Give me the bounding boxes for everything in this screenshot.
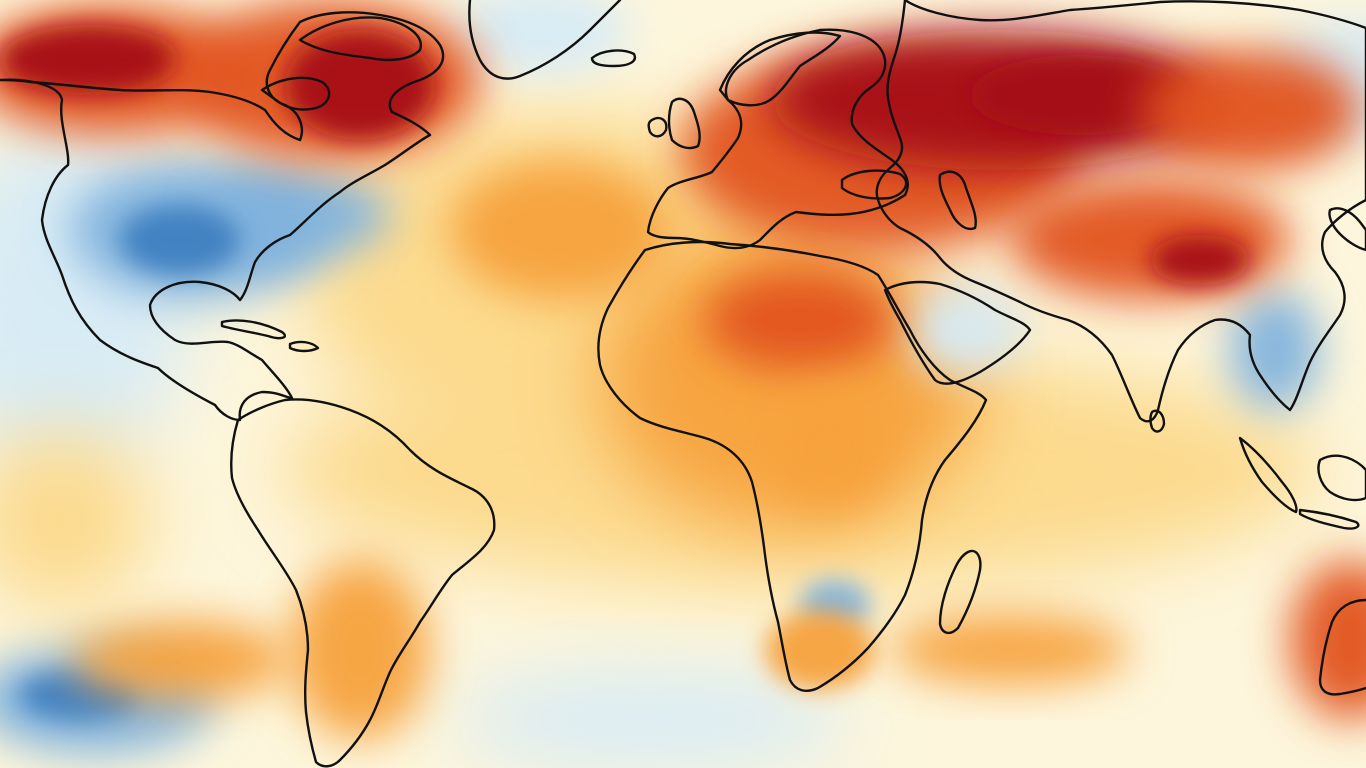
coastline-asia (875, 0, 1366, 423)
anomaly-tibet-core (1150, 235, 1250, 285)
coastline-java (1298, 508, 1360, 530)
anomaly-southeast-asia (1230, 290, 1320, 410)
coastline-ireland (647, 116, 668, 138)
anomaly-arabian-peninsula (905, 285, 1025, 375)
coastline-black-sea (840, 169, 908, 200)
anomaly-greenland (450, 0, 630, 75)
coastline-madagascar (938, 549, 982, 635)
anomaly-siberia-core (970, 55, 1190, 135)
coastline-hispaniola (288, 340, 320, 353)
coastline-scandinavia (718, 31, 842, 107)
coastline-africa (597, 240, 988, 692)
coastline-sri-lanka (1149, 409, 1166, 433)
anomaly-south-atlantic-cool (450, 670, 850, 768)
anomaly-central-africa (770, 390, 890, 510)
coastline-great-britain (667, 97, 701, 150)
coastline-greenland (468, 0, 622, 80)
coastline-baffin (298, 16, 422, 62)
anomaly-central-asia (1010, 180, 1290, 300)
coastline-south-america (230, 398, 496, 768)
coastline-japan-korea (1328, 207, 1366, 252)
coastline-sumatra (1238, 436, 1298, 514)
coastline-caspian-sea (938, 170, 977, 231)
coastline-north-america (0, 11, 445, 422)
coastline-cuba (220, 319, 287, 340)
anomaly-pacific-east-warm (0, 430, 150, 610)
anomaly-eastern-us (210, 175, 390, 255)
anomaly-southern-south-america (290, 560, 430, 740)
anomaly-south-indian-ocean (890, 615, 1130, 685)
coastline-australia (1318, 598, 1366, 696)
anomaly-us-core (120, 205, 240, 275)
coastline-borneo (1317, 454, 1366, 502)
coastline-arabia (883, 280, 1032, 385)
anomaly-sahara (705, 270, 895, 370)
anomaly-southern-ocean-west (70, 620, 290, 700)
coastline-europe (646, 28, 909, 250)
anomaly-hudson-core (285, 30, 435, 140)
anomaly-alaska-core (0, 25, 180, 95)
anomaly-east-siberia (1140, 50, 1360, 170)
coastline-hudson-bay (260, 76, 331, 111)
anomaly-atlantic-mid (450, 160, 670, 300)
anomaly-south-africa-warm (765, 610, 875, 690)
coastline-iceland (590, 49, 637, 68)
